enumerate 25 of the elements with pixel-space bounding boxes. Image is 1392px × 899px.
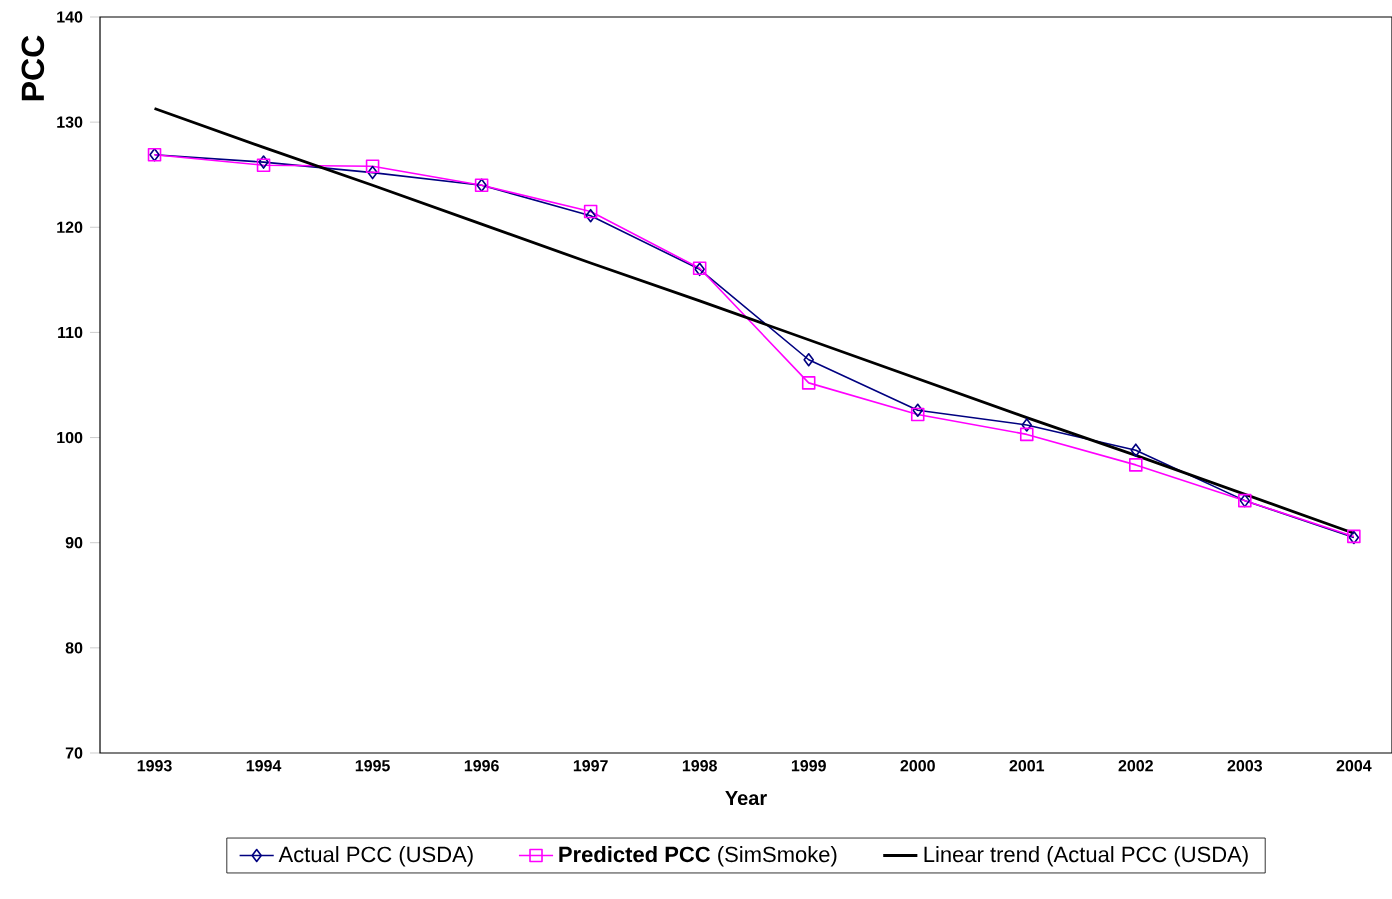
legend-label: Linear trend (Actual PCC (USDA) xyxy=(924,846,1248,867)
legend-label: Predicted PCC (SimSmoke) xyxy=(559,846,837,867)
x-tick-label: 1998 xyxy=(682,760,717,772)
y-axis-title: PCC xyxy=(21,35,45,101)
x-tick-label: 2004 xyxy=(1336,760,1372,772)
x-tick-label: 1993 xyxy=(137,760,172,772)
x-tick-label: 1997 xyxy=(573,760,608,772)
x-axis-title: Year xyxy=(725,791,767,806)
x-tick-label: 2000 xyxy=(900,760,935,772)
x-tick-label: 1995 xyxy=(355,760,390,772)
x-tick-label: 1994 xyxy=(246,760,282,772)
y-tick-label: 90 xyxy=(65,537,83,549)
y-tick-label: 80 xyxy=(65,642,83,654)
y-tick-label: 120 xyxy=(57,221,83,233)
y-tick-label: 140 xyxy=(57,11,83,23)
x-tick-label: 1999 xyxy=(791,760,826,772)
y-tick-label: 100 xyxy=(57,431,83,444)
x-tick-label: 2001 xyxy=(1009,760,1045,772)
y-tick-label: 110 xyxy=(58,326,83,339)
legend-label: Actual PCC (USDA) xyxy=(278,846,473,867)
y-tick-label: 70 xyxy=(65,747,83,759)
x-tick-label: 2003 xyxy=(1227,760,1263,772)
x-tick-label: 1996 xyxy=(464,760,499,772)
y-tick-label: 130 xyxy=(57,116,83,128)
x-tick-label: 2002 xyxy=(1118,760,1153,772)
